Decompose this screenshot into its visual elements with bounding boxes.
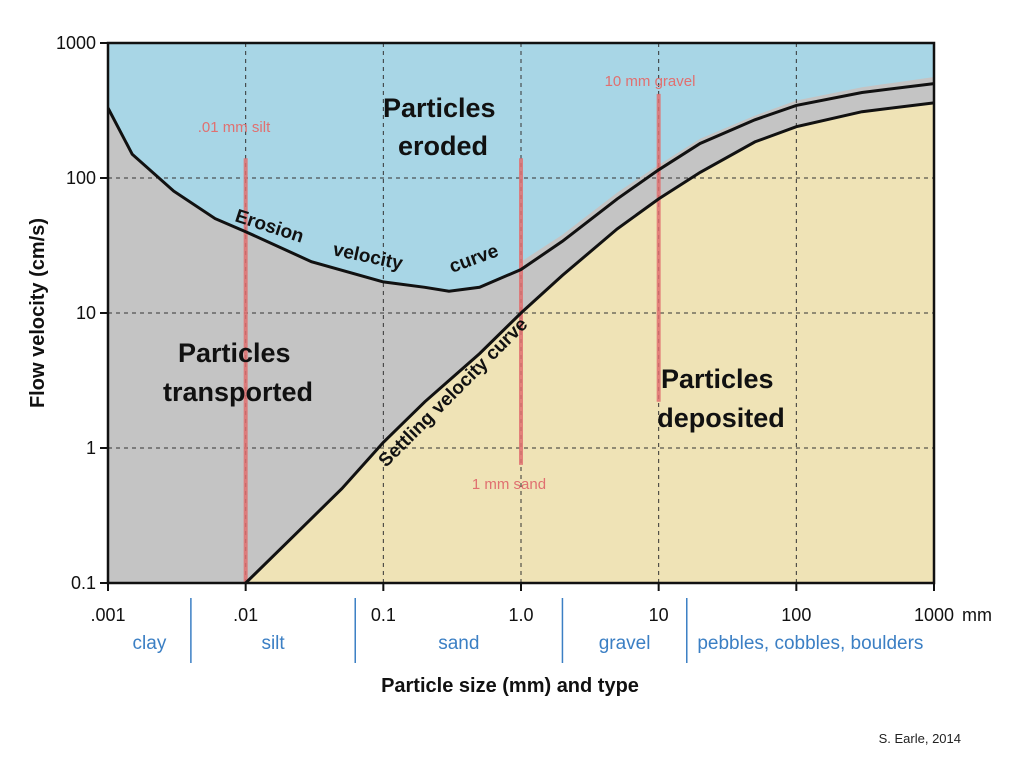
type-label-3: gravel — [599, 633, 651, 654]
type-label-0: clay — [133, 633, 167, 654]
y-tick-label: 10 — [76, 303, 96, 323]
x-tick-label: 10 — [649, 605, 669, 625]
x-tick-label: .01 — [233, 605, 258, 625]
x-tick-label: 100 — [781, 605, 811, 625]
x-tick-label: 1.0 — [508, 605, 533, 625]
y-tick-label: 100 — [66, 168, 96, 188]
plot-area — [108, 43, 934, 583]
type-label-1: silt — [261, 633, 285, 654]
region-label-eroded: Particles eroded — [383, 93, 503, 161]
marker-label-silt: .01 mm silt — [198, 119, 271, 136]
region-label-deposited: Particles deposited — [657, 364, 785, 433]
credit-text: S. Earle, 2014 — [879, 731, 961, 746]
y-tick-label: 1000 — [56, 33, 96, 53]
x-axis-title: Particle size (mm) and type — [381, 675, 639, 697]
marker-label-gravel: 10 mm gravel — [605, 73, 696, 90]
axes: 0.1 1 10 100 1000 .001 .01 0.1 1.0 10 100 1000 mm — [56, 33, 992, 625]
y-tick-label: 1 — [86, 438, 96, 458]
x-tick-label: 1000 — [914, 605, 954, 625]
x-unit-label: mm — [962, 605, 992, 625]
deposited-region — [245, 102, 934, 583]
erosion-velocity-curve — [108, 82, 934, 293]
y-axis-title: Flow velocity (cm/s) — [27, 218, 49, 408]
marker-label-sand: 1 mm sand — [472, 476, 546, 493]
region-label-transported: Particles transported — [163, 338, 313, 407]
x-tick-label: .001 — [90, 605, 125, 625]
type-label-4: pebbles, cobbles, boulders — [697, 633, 923, 654]
type-label-2: sand — [438, 633, 479, 654]
x-tick-label: 0.1 — [371, 605, 396, 625]
settling-velocity-curve — [244, 101, 934, 583]
y-tick-label: 0.1 — [71, 573, 96, 593]
particle-type-strip: clay silt sand gravel pebbles, cobbles, boul… — [133, 598, 923, 663]
